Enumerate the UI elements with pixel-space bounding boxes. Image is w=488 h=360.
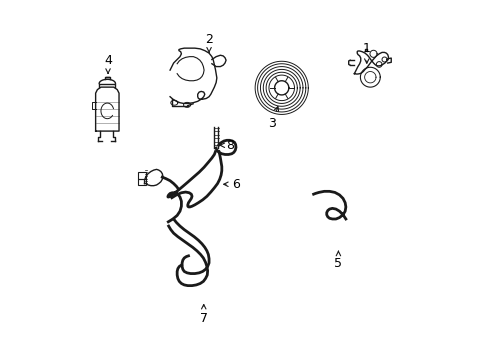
Text: 5: 5: [334, 251, 342, 270]
Text: 6: 6: [223, 178, 239, 191]
Text: 8: 8: [220, 139, 234, 152]
Text: 7: 7: [199, 305, 207, 325]
Text: 2: 2: [204, 33, 213, 52]
Bar: [138, 179, 145, 185]
Bar: [138, 172, 145, 179]
Text: 1: 1: [362, 42, 370, 63]
Text: 3: 3: [267, 107, 278, 130]
Text: 4: 4: [104, 54, 112, 73]
